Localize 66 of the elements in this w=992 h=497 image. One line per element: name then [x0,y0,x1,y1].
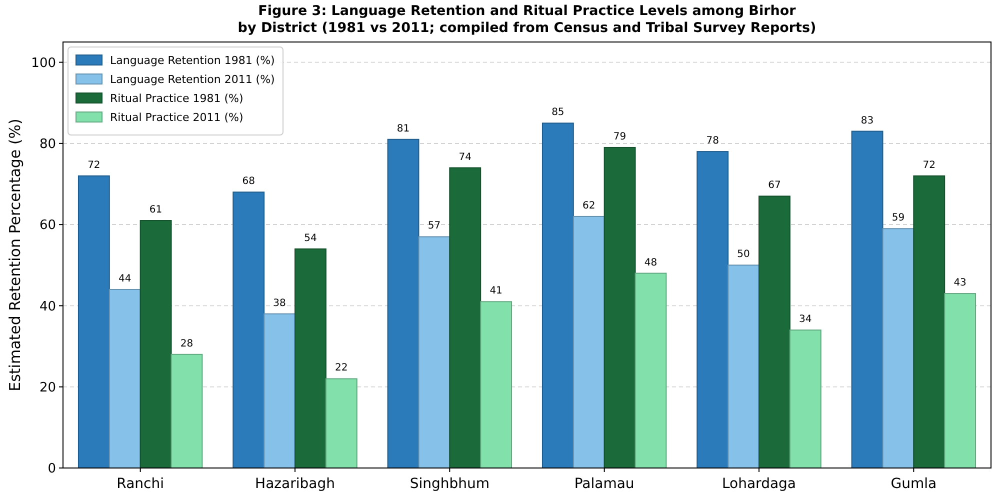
bar [232,192,265,468]
bar [758,196,790,468]
legend-label: Ritual Practice 2011 (%) [110,110,244,124]
bar [728,264,760,468]
data-label: 85 [552,107,564,118]
data-label: 62 [582,200,596,212]
x-tick-label: Gumla [890,476,937,492]
bar [851,130,884,468]
chart-title: Figure 3: Language Retention and Ritual Practice Levels among Birhor by District (1981 vs 2011; compiled from Census and Tribal Survey Reports) [238,3,816,36]
data-label: 83 [860,115,874,126]
x-tick-label: Palamau [574,476,634,492]
data-label: 68 [242,176,255,188]
data-label: 79 [613,131,626,142]
y-tick-label: 40 [39,299,56,314]
bar [480,301,512,468]
bar [449,167,482,468]
data-label: 22 [335,362,348,374]
data-label: 72 [88,160,100,171]
legend-label: Language Retention 2011 (%) [110,72,275,86]
bar [170,354,203,468]
legend-label: Ritual Practice 1981 (%) [110,92,244,105]
data-label: 28 [180,338,194,350]
data-label: 54 [304,232,317,244]
bar [542,122,574,468]
x-tick-label: Hazaribagh [255,476,335,492]
data-label: 44 [118,273,132,284]
bar [264,313,296,468]
data-label: 81 [396,123,410,134]
y-axis-title: Estimated Retention Percentage (%) [6,118,24,392]
bar [418,236,450,468]
bar [325,378,358,468]
bar [604,146,636,468]
data-label: 72 [922,160,936,171]
data-label: 38 [273,298,286,309]
x-tick-label: Ranchi [116,476,164,492]
bar [882,228,914,468]
y-tick-label: 60 [39,218,56,234]
data-label: 59 [892,212,905,224]
bar [944,293,976,468]
y-tick-label: 100 [31,56,56,71]
data-label: 43 [954,278,966,289]
data-label: 57 [428,220,441,232]
data-label: 78 [706,136,719,147]
bar [294,248,326,468]
bar [634,272,667,468]
bar [140,220,172,468]
y-tick-label: 20 [39,380,56,396]
bar [913,175,946,468]
data-label: 74 [458,152,472,163]
y-tick-label: 80 [39,136,56,152]
data-label: 67 [768,180,781,192]
bar [789,330,822,468]
bar [387,138,420,468]
data-label: 41 [490,286,502,297]
bar [572,216,605,468]
x-tick-label: Lohardaga [722,476,796,492]
data-label: 61 [149,204,162,216]
bar [696,151,729,468]
bar [78,175,110,468]
bar [108,288,141,468]
y-tick-label: 0 [48,462,56,477]
legend-label: Language Retention 1981 (%) [110,54,275,67]
data-label: 34 [799,314,812,326]
data-label: 50 [737,249,750,260]
x-tick-label: Singhbhum [410,476,490,492]
data-label: 48 [644,257,658,268]
